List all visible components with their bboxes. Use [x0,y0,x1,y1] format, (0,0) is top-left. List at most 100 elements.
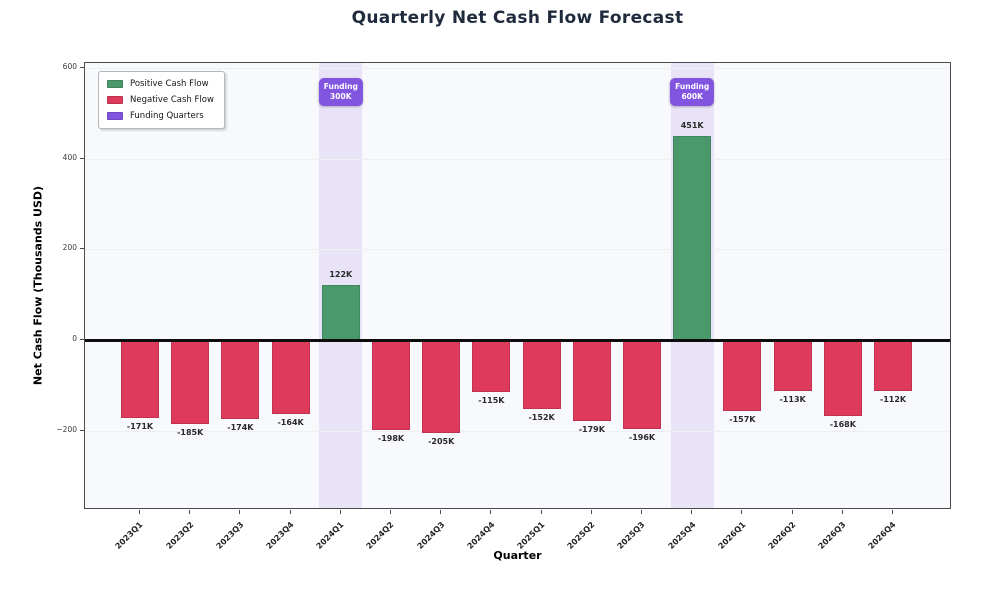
x-tick-mark [339,510,341,514]
x-tick-mark [741,510,743,514]
y-axis-label: Net Cash Flow (Thousands USD) [31,185,45,386]
bar-value-label: -112K [879,394,907,404]
negative-bar [372,340,410,430]
negative-bar [572,340,611,422]
gridline [85,68,950,70]
x-tick-mark [641,510,642,514]
legend-label: Negative Cash Flow [130,95,214,105]
x-tick-mark [691,510,693,514]
chart-title: Quarterly Net Cash Flow Forecast [351,8,684,28]
bar-value-label: -205K [428,436,455,446]
x-tick-mark [540,510,542,514]
x-tick-mark [390,510,391,514]
negative-bar [823,340,862,417]
y-tick-mark [80,339,84,340]
positive-bar [321,284,360,340]
x-tick-label-text: 2025Q1 [515,520,547,551]
x-tick-label-text: 2026Q2 [766,520,798,551]
legend-label: Funding Quarters [130,111,204,121]
zero-line [85,339,950,342]
x-tick-mark [791,510,793,514]
funding-badge-line: Funding [323,82,358,91]
negative-bar [271,340,310,415]
negative-bar [623,340,661,429]
y-tick-label: 0 [72,334,77,343]
x-tick-mark [289,510,291,514]
legend-item: Positive Cash Flow [107,79,214,89]
bar-value-label: -164K [277,418,304,428]
gridline [85,249,950,251]
legend-label: Positive Cash Flow [130,79,209,89]
x-tick-label-text: 2025Q3 [615,520,647,551]
bar-value-label: 122K [329,269,353,279]
x-tick-label-text: 2026Q1 [716,520,748,551]
x-tick-label-text: 2024Q2 [364,520,396,551]
x-tick-mark [892,510,893,514]
funding-badge: Funding 300K [318,78,363,107]
negative-bar [874,340,912,391]
x-tick-label-text: 2026Q4 [866,520,898,551]
bar-value-label: -185K [177,427,204,437]
x-tick-label-text: 2023Q2 [164,520,196,551]
negative-bar [171,340,210,424]
x-tick-mark [490,510,492,514]
bar-value-label: -198K [377,433,405,443]
negative-bar [472,340,511,393]
x-tick-mark [841,510,843,514]
bar-value-label: -157K [729,415,756,425]
x-tick-label-text: 2024Q1 [314,520,346,551]
funding-badge-line: Funding [675,82,710,91]
positive-bar [673,135,712,340]
y-tick-label: 200 [62,243,77,253]
x-tick-mark [189,510,191,514]
x-tick-label-text: 2025Q2 [565,520,597,551]
funding-badge-line: 600K [681,92,703,102]
bar-value-label: -115K [478,396,505,406]
x-tick-label-text: 2023Q1 [113,520,145,551]
negative-bar [723,340,762,412]
legend: Positive Cash Flow Negative Cash Flow Fund… [98,71,225,129]
bar-value-label: 451K [680,120,704,130]
y-tick-mark [80,67,84,69]
funding-badge-line: 300K [330,92,352,102]
bar-value-label: -152K [528,412,555,422]
gridline [85,430,950,432]
legend-swatch [107,80,123,88]
y-tick-mark [80,429,84,431]
y-tick-mark [80,248,84,250]
legend-item: Negative Cash Flow [107,95,214,105]
negative-bar [522,340,561,409]
y-tick-label: 400 [62,152,77,162]
x-tick-mark [139,510,140,514]
x-axis-label: Quarter [493,549,542,562]
gridline [85,158,950,160]
bar-value-label: -168K [829,420,856,430]
y-tick-label: −200 [56,424,77,434]
x-tick-label-text: 2024Q4 [465,520,497,551]
x-tick-mark [590,510,592,514]
bar-value-label: -196K [628,432,656,442]
x-tick-label-text: 2023Q3 [214,520,246,551]
legend-item: Funding Quarters [107,111,214,121]
bar-value-label: -171K [126,421,154,431]
funding-badge: Funding 600K [670,78,715,107]
y-tick-label: 600 [62,62,77,72]
x-tick-mark [440,510,442,514]
negative-bar [773,340,812,392]
x-tick-label-text: 2023Q4 [264,520,296,551]
x-tick-label-text: 2026Q3 [816,520,848,551]
x-tick-label-text: 2025Q4 [666,520,698,551]
legend-swatch [107,112,123,120]
negative-bar [121,340,159,418]
plot-area: -171K -185K -174K -164K 122K -198K -205K -115K -… [84,62,951,509]
legend-swatch [107,96,123,104]
x-tick-mark [239,510,241,514]
x-tick-label-text: 2024Q3 [415,520,447,551]
y-tick-mark [80,157,84,159]
negative-bar [221,340,260,419]
negative-bar [422,340,461,433]
bar-value-label: -174K [227,422,254,432]
bar-value-label: -179K [578,425,605,435]
bar-value-label: -113K [779,395,806,405]
